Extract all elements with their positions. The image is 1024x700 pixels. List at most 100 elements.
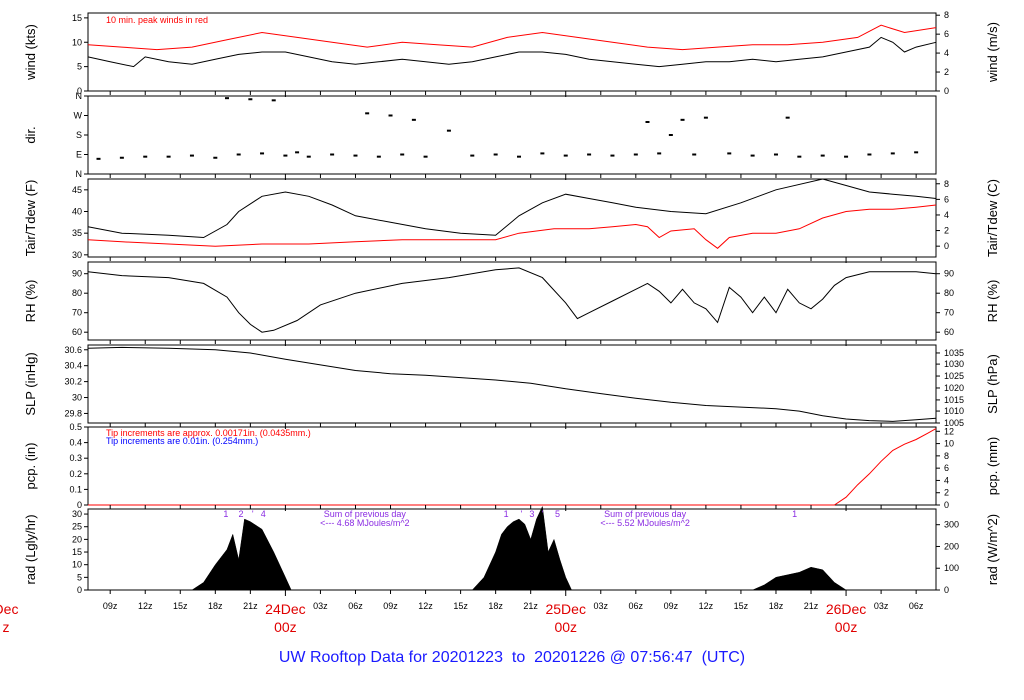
x-tick-label: 21z bbox=[243, 601, 258, 611]
x-tick-label: 21z bbox=[804, 601, 819, 611]
data-point bbox=[587, 153, 592, 156]
panel-wind: 0 5 10 15 0 2 4 6 8 wind (kts) wind (m/s) 10 min. p… bbox=[23, 10, 1000, 97]
x-tick-label: 15z bbox=[453, 601, 468, 611]
y-tick-label: 45 bbox=[72, 185, 82, 195]
y-tick-label: 30.2 bbox=[64, 377, 82, 387]
y-tick-label: 30 bbox=[72, 250, 82, 260]
data-point bbox=[867, 153, 872, 156]
y-tick-label: 0.3 bbox=[69, 453, 82, 463]
panel-frame bbox=[87, 261, 937, 341]
y-right-tick-label: 2 bbox=[944, 488, 949, 498]
data-point bbox=[446, 129, 451, 132]
y-axis-label-right: Tair/Tdew (C) bbox=[985, 179, 1000, 257]
y-right-tick-label: 70 bbox=[944, 308, 954, 318]
data-point bbox=[692, 153, 697, 156]
y-tick-label: 0 bbox=[77, 86, 82, 96]
x-tick-label: 09z bbox=[103, 601, 118, 611]
y-tick-label: 30 bbox=[72, 393, 82, 403]
panel-humidity: 60 70 80 90 60 70 80 90 RH (%) RH (%) bbox=[23, 261, 1000, 346]
data-point bbox=[668, 134, 673, 136]
y-tick-label: 40 bbox=[72, 207, 82, 217]
y-tick-label: 15 bbox=[72, 547, 82, 557]
x-tick-label: 03z bbox=[874, 601, 889, 611]
data-point bbox=[189, 154, 194, 157]
x-tick-label: 21z bbox=[523, 601, 538, 611]
y-axis-label: wind (kts) bbox=[23, 24, 38, 81]
x-tick-label: 09z bbox=[664, 601, 679, 611]
y-axis-label: SLP (inHg) bbox=[23, 352, 38, 415]
chart-title: UW Rooftop Data for 20201223 to 20201226… bbox=[278, 649, 746, 666]
data-point bbox=[306, 155, 311, 158]
y-axis-label-right: RH (%) bbox=[985, 280, 1000, 323]
y-tick-label: N bbox=[76, 91, 83, 101]
x-tick-label: 15z bbox=[173, 601, 188, 611]
y-tick-label: 29.8 bbox=[64, 408, 82, 418]
panel-temperature: 30 35 40 45 0 2 4 6 8 Tair/Tdew (F) Tair/Tdew (C) bbox=[23, 178, 1000, 263]
day-label-date: 25Dec bbox=[545, 601, 585, 617]
data-point bbox=[423, 155, 428, 158]
radiation-marker: 1 bbox=[792, 509, 797, 519]
y-tick-label: 10 bbox=[72, 37, 82, 47]
y-right-tick-label: 10 bbox=[944, 439, 954, 449]
panel-frame bbox=[87, 12, 937, 92]
data-point bbox=[224, 97, 229, 100]
y-tick-label: E bbox=[76, 150, 82, 160]
data-point bbox=[295, 151, 300, 154]
data-point bbox=[680, 118, 685, 121]
y-right-tick-label: 2 bbox=[944, 67, 949, 77]
data-point bbox=[470, 154, 475, 157]
data-point bbox=[797, 155, 802, 158]
y-tick-label: S bbox=[76, 130, 82, 140]
radiation-marker: 2 bbox=[239, 509, 244, 519]
y-right-tick-label: 8 bbox=[944, 179, 949, 189]
x-tick-label: 15z bbox=[734, 601, 749, 611]
y-right-tick-label: 1005 bbox=[944, 418, 964, 428]
y-tick-label: 0.4 bbox=[69, 438, 82, 448]
x-tick-label: 18z bbox=[488, 601, 503, 611]
radiation-area bbox=[191, 505, 847, 591]
series-line-red bbox=[87, 204, 937, 249]
y-right-tick-label: 200 bbox=[944, 541, 959, 551]
panel-frame bbox=[87, 95, 937, 175]
data-point bbox=[271, 99, 276, 102]
data-point bbox=[376, 155, 381, 158]
series-line-red bbox=[87, 24, 937, 51]
radiation-marker: ' bbox=[252, 509, 254, 519]
y-right-tick-label: 1025 bbox=[944, 371, 964, 381]
y-tick-label: 25 bbox=[72, 522, 82, 532]
data-point bbox=[493, 153, 498, 156]
radiation-marker: 1 bbox=[223, 509, 228, 519]
data-point bbox=[914, 151, 919, 154]
data-point bbox=[820, 154, 825, 157]
y-tick-label: 30.4 bbox=[64, 361, 82, 371]
series-line-black bbox=[87, 346, 937, 422]
data-point bbox=[213, 156, 218, 159]
panel-frame bbox=[87, 344, 937, 424]
data-point bbox=[96, 157, 101, 160]
x-tick-label: 12z bbox=[418, 601, 433, 611]
series-line-black bbox=[87, 267, 937, 333]
y-right-tick-label: 1010 bbox=[944, 406, 964, 416]
y-axis-label: dir. bbox=[23, 126, 38, 143]
y-right-tick-label: 1020 bbox=[944, 383, 964, 393]
y-axis-label: pcp. (in) bbox=[23, 443, 38, 490]
data-point bbox=[563, 154, 568, 157]
data-point bbox=[785, 116, 790, 119]
precip-note: Tip increments are 0.01in. (0.254mm.) bbox=[106, 436, 258, 446]
day-label-date: 26Dec bbox=[826, 601, 866, 617]
x-tick-label: 18z bbox=[769, 601, 784, 611]
y-right-tick-label: 0 bbox=[944, 241, 949, 251]
day-label-date: 24Dec bbox=[265, 601, 305, 617]
x-tick-label: 06z bbox=[348, 601, 363, 611]
radiation-marker: ' bbox=[542, 509, 544, 519]
radiation-marker: ' bbox=[520, 509, 522, 519]
data-point bbox=[248, 98, 253, 101]
y-right-tick-label: 60 bbox=[944, 327, 954, 337]
data-point bbox=[119, 156, 124, 159]
y-tick-label: 35 bbox=[72, 228, 82, 238]
radiation-sum-note: <--- 4.68 MJoules/m^2 bbox=[320, 518, 410, 528]
y-tick-label: 0.5 bbox=[69, 422, 82, 432]
y-tick-label: 30.6 bbox=[64, 345, 82, 355]
